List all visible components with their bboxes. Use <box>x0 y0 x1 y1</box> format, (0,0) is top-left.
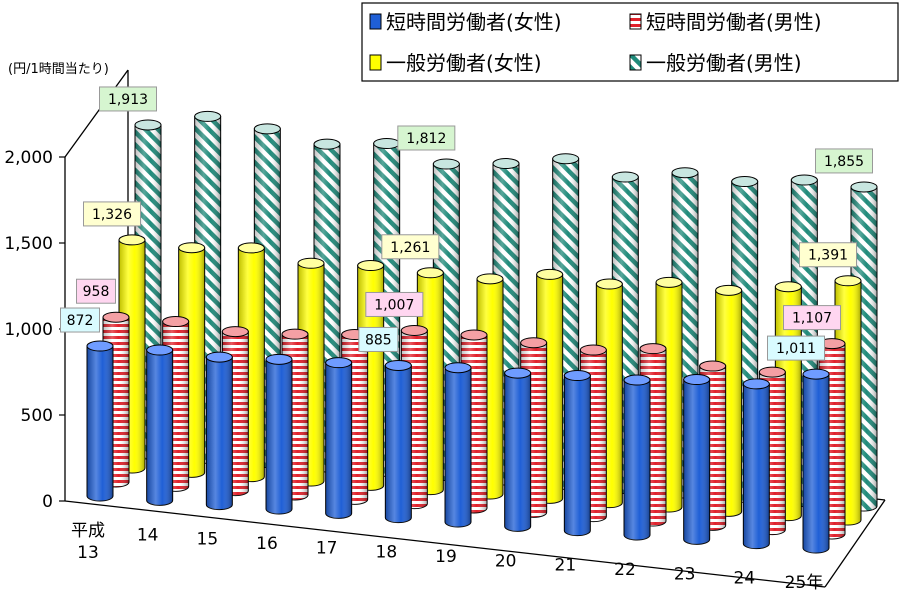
legend-item: 短時間労働者(女性) <box>369 10 562 34</box>
bar <box>504 367 532 532</box>
x-axis: 平成 13 14 15 16 17 18 19 20 21 22 23 24 25年 <box>71 521 823 593</box>
legend-item: 短時間労働者(男性) <box>629 10 822 34</box>
data-label: 1,391 <box>799 242 857 268</box>
legend-item: 一般労働者(男性) <box>629 51 802 75</box>
data-label: 872 <box>60 307 100 333</box>
y-tick-label: 0 <box>42 492 53 512</box>
svg-text:1,855: 1,855 <box>824 154 864 170</box>
svg-text:1,011: 1,011 <box>776 341 816 357</box>
x-tick-label: 17 <box>316 538 338 558</box>
y-tick-label: 500 <box>21 406 53 426</box>
x-tick-label: 24 <box>734 569 756 589</box>
floor-right-edge <box>824 499 886 588</box>
data-label: 1,011 <box>767 335 825 361</box>
x-tick-label: 15 <box>197 530 219 550</box>
legend: 短時間労働者(女性) 短時間労働者(男性) 一般労働者(女性) 一般労働者(男性) <box>361 2 899 82</box>
svg-text:885: 885 <box>365 332 392 348</box>
y-tick-label: 1,500 <box>4 234 53 254</box>
svg-text:1,261: 1,261 <box>390 240 430 256</box>
bar <box>683 374 711 545</box>
x-tick-label: 14 <box>137 525 159 545</box>
x-tick-label: 23 <box>674 564 696 584</box>
legend-item: 一般労働者(女性) <box>369 51 542 75</box>
bar <box>205 351 233 511</box>
bar <box>623 374 651 541</box>
svg-text:短時間労働者(女性): 短時間労働者(女性) <box>386 10 562 34</box>
data-label: 1,326 <box>83 201 141 227</box>
svg-text:短時間労働者(男性): 短時間労働者(男性) <box>646 10 822 34</box>
x-tick-label: 21 <box>555 556 577 576</box>
x-tick-label: 22 <box>614 560 636 580</box>
bar <box>563 370 591 537</box>
svg-text:一般労働者(女性): 一般労働者(女性) <box>386 51 542 75</box>
bar <box>325 357 353 519</box>
data-label: 1,107 <box>783 305 841 331</box>
data-label: 958 <box>76 278 116 304</box>
x-tick-label: 19 <box>435 547 457 567</box>
svg-text:1,326: 1,326 <box>92 207 132 223</box>
bar <box>86 340 114 502</box>
svg-text:872: 872 <box>67 313 94 329</box>
svg-text:1,107: 1,107 <box>792 311 832 327</box>
data-labels: 872 885 1,011 958 1,007 1,107 1,326 1,261 1,391 1… <box>60 86 873 361</box>
x-tick-label: 平成 13 <box>71 521 105 563</box>
bar <box>146 344 174 506</box>
y-tick-label: 1,000 <box>4 320 53 340</box>
y-axis: 0 500 1,000 1,500 2,000 <box>4 148 65 512</box>
svg-text:958: 958 <box>83 284 110 300</box>
y-tick-label: 2,000 <box>4 148 53 168</box>
data-label: 1,261 <box>381 234 440 260</box>
x-tick-label: 16 <box>256 534 278 554</box>
wall-edge <box>64 69 129 158</box>
x-tick-label: 20 <box>495 551 517 571</box>
data-label: 1,913 <box>99 86 157 112</box>
bar <box>265 353 293 515</box>
bar <box>444 362 472 528</box>
floor-front-edge <box>64 500 826 588</box>
unit-label: (円/1時間当たり) <box>8 62 109 77</box>
svg-text:1,007: 1,007 <box>374 297 414 313</box>
svg-text:1,913: 1,913 <box>108 92 148 108</box>
bar <box>742 378 770 550</box>
bars <box>86 110 878 554</box>
bar <box>384 359 412 524</box>
x-tick-label: 25年 <box>785 573 824 593</box>
svg-text:1,391: 1,391 <box>808 248 848 264</box>
data-label: 885 <box>358 326 399 352</box>
data-label: 1,855 <box>815 148 873 174</box>
svg-text:一般労働者(男性): 一般労働者(男性) <box>646 51 802 75</box>
data-label: 1,812 <box>397 125 456 151</box>
data-label: 1,007 <box>365 291 424 317</box>
x-tick-label: 18 <box>376 543 398 563</box>
svg-text:1,812: 1,812 <box>406 131 446 147</box>
bar <box>802 368 830 554</box>
